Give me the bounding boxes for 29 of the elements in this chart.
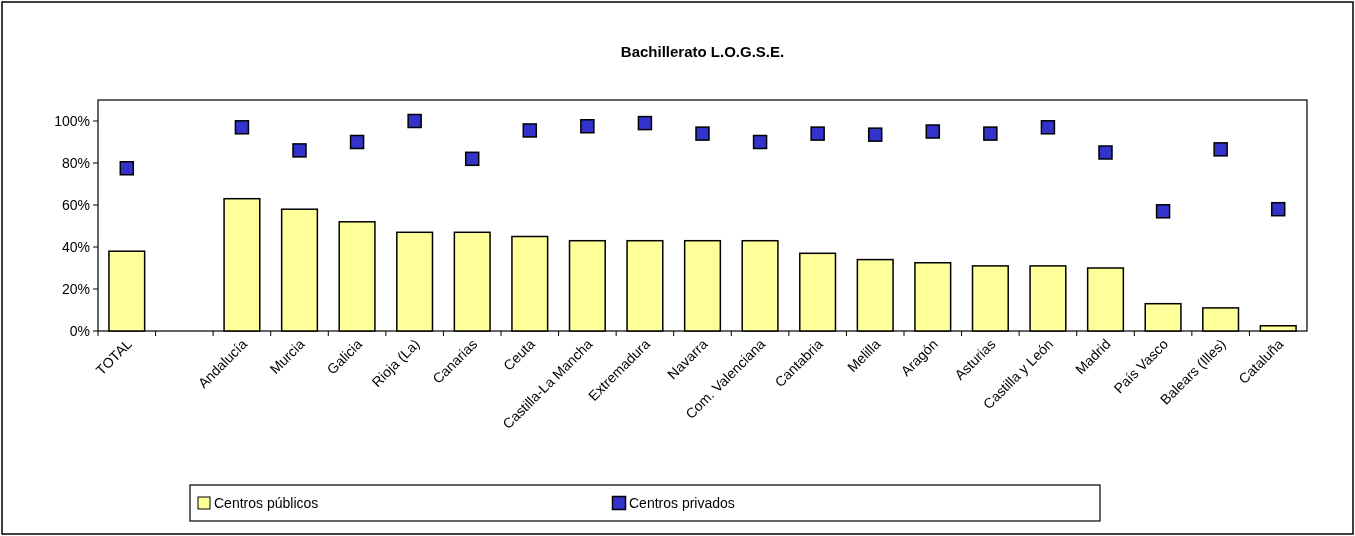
- point: [867, 127, 883, 142]
- y-tick-label: 40%: [61, 238, 90, 255]
- point: [637, 115, 653, 131]
- point: [1270, 201, 1286, 217]
- legend-label: Centros privados: [629, 494, 735, 511]
- point: [752, 134, 768, 150]
- chart-title: Bachillerato L.O.G.S.E.: [620, 43, 785, 60]
- point: [522, 123, 538, 138]
- point: [349, 134, 365, 150]
- point: [407, 113, 422, 129]
- y-tick-label: 60%: [61, 196, 90, 213]
- point: [234, 120, 250, 135]
- point: [810, 126, 825, 141]
- point: [695, 126, 710, 141]
- point: [292, 143, 307, 158]
- y-tick-label: 20%: [61, 280, 90, 297]
- y-tick-label: 80%: [61, 154, 90, 171]
- point: [925, 124, 941, 139]
- y-tick-label: 0%: [69, 322, 90, 339]
- point: [1040, 120, 1056, 135]
- point: [580, 119, 595, 134]
- point: [1213, 142, 1228, 157]
- point: [1155, 204, 1171, 219]
- point: [1098, 145, 1113, 160]
- point: [464, 151, 480, 167]
- point: [983, 126, 998, 141]
- y-tick-label: 100%: [54, 112, 90, 129]
- point: [119, 161, 135, 176]
- legend-label: Centros públicos: [214, 494, 319, 511]
